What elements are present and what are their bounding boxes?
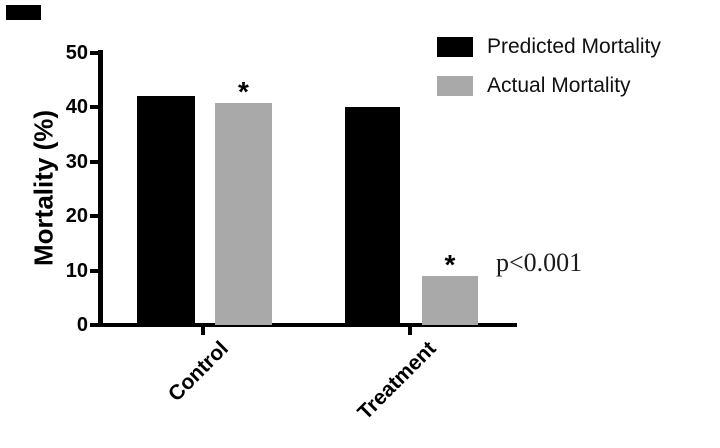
legend-swatch-gray [437, 76, 473, 96]
y-tick-label-0: 0 [76, 314, 88, 336]
y-tick-mark-30 [90, 159, 98, 164]
bar-treatment-actual [422, 276, 478, 325]
y-axis-title: Mortality (%) [28, 110, 59, 266]
x-tick-treatment [408, 327, 412, 335]
bar-control-predicted [137, 96, 195, 325]
y-tick-mark-20 [90, 214, 98, 219]
y-axis-line [98, 50, 103, 327]
y-tick-label-20: 20 [65, 205, 88, 228]
x-label-control: Control [164, 337, 234, 407]
legend-item-predicted-mortality: Predicted Mortality [437, 35, 661, 59]
x-label-treatment: Treatment [353, 337, 441, 425]
significance-star-control: * [238, 76, 249, 108]
bar-treatment-predicted [345, 107, 400, 325]
bar-control-actual [215, 103, 272, 325]
x-tick-control [201, 327, 205, 335]
y-tick-mark-50 [90, 50, 98, 55]
chart-legend: Predicted Mortality Actual Mortality [437, 35, 661, 98]
p-value-annotation: p<0.001 [496, 248, 583, 277]
y-tick-mark-40 [90, 105, 98, 110]
legend-item-actual-mortality: Actual Mortality [437, 74, 661, 98]
y-tick-mark-0 [90, 323, 98, 327]
legend-label-predicted: Predicted Mortality [487, 35, 661, 58]
legend-label-actual: Actual Mortality [487, 74, 631, 97]
corner-black-artifact [6, 5, 41, 20]
y-tick-label-50: 50 [65, 41, 88, 64]
y-tick-label-40: 40 [65, 96, 88, 119]
x-axis-line [98, 323, 517, 327]
y-tick-mark-10 [90, 268, 98, 273]
significance-star-treatment: * [444, 248, 456, 280]
y-tick-label-30: 30 [65, 150, 88, 173]
legend-swatch-black [437, 37, 473, 57]
y-tick-label-10: 10 [65, 259, 88, 282]
